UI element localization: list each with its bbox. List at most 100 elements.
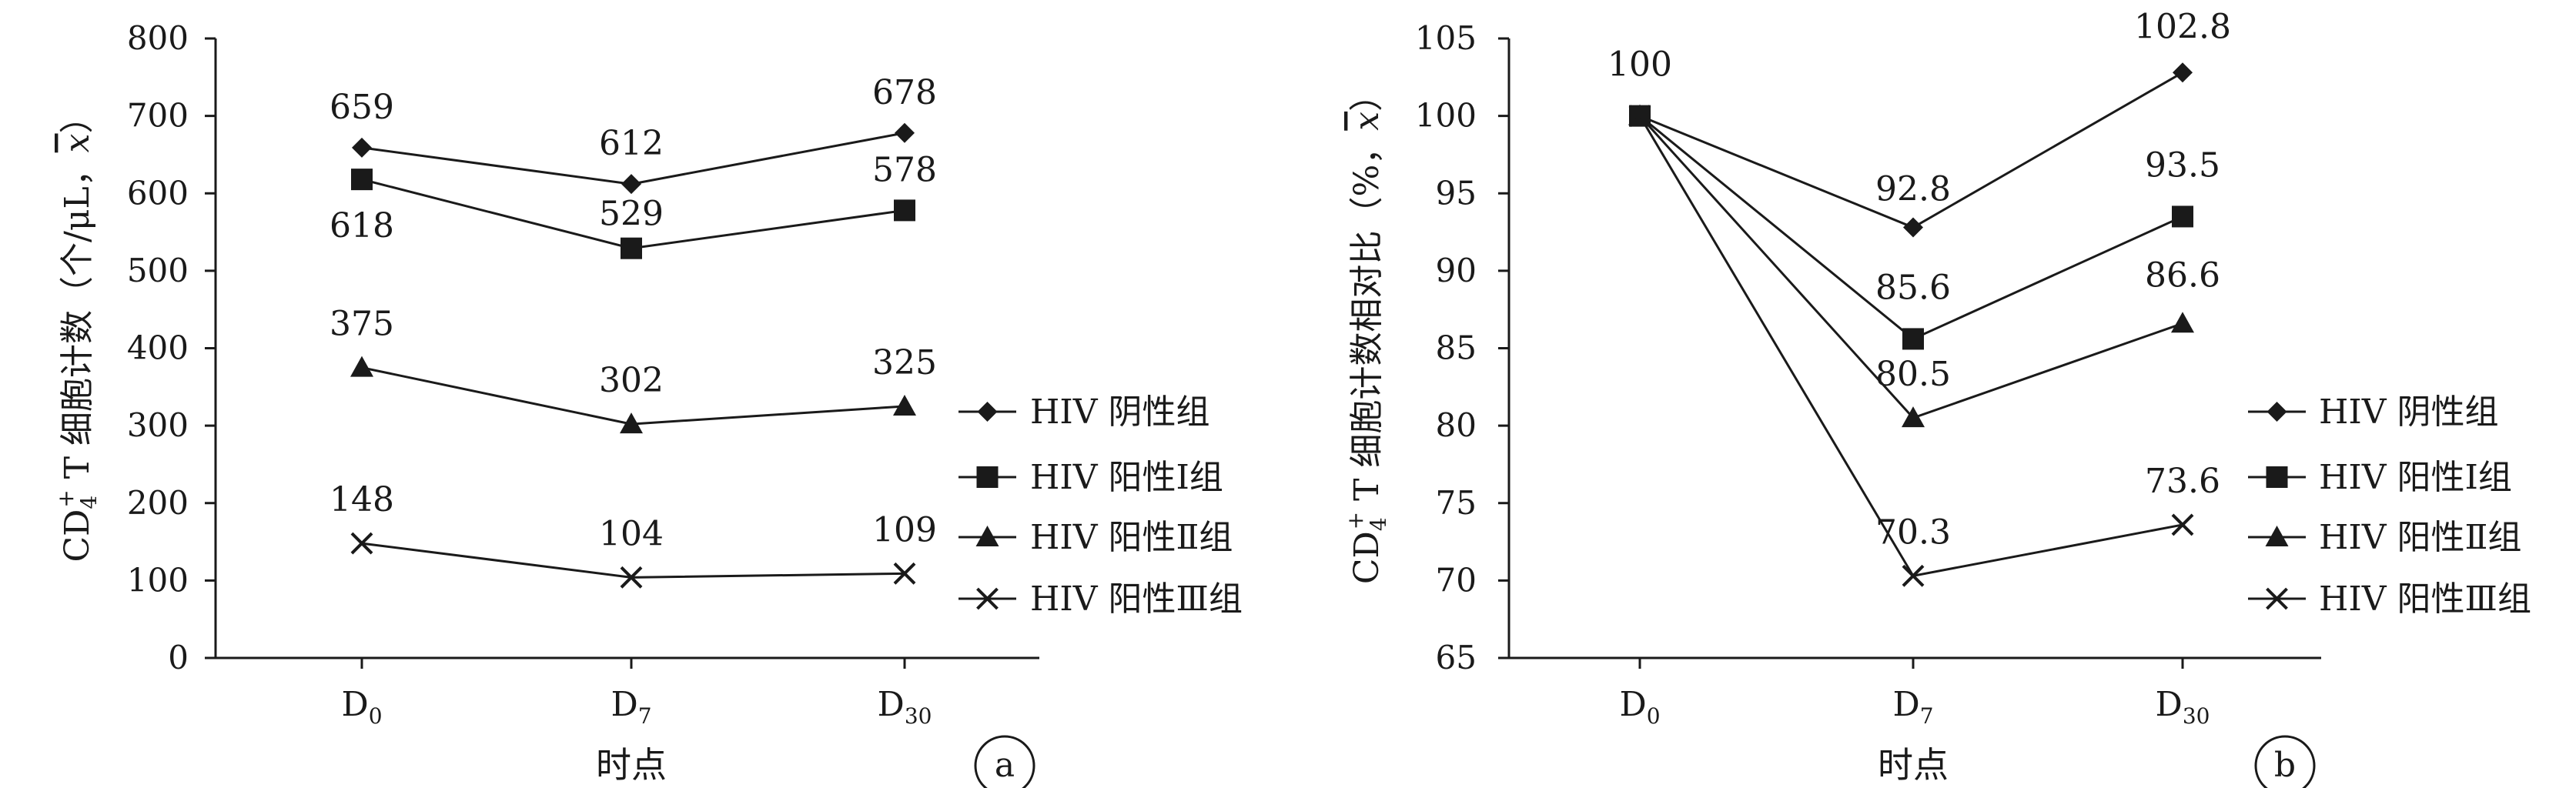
y-axis-title-superscript: + xyxy=(53,489,79,507)
data-point-diamond xyxy=(2173,62,2193,83)
data-point-triangle xyxy=(1902,406,1925,428)
data-point-diamond xyxy=(1903,217,1923,238)
y-tick-label: 600 xyxy=(127,174,189,212)
y-tick-label: 100 xyxy=(127,561,189,599)
legend-label: HIV 阳性Ⅰ组 xyxy=(2319,458,2512,497)
legend-label: HIV 阳性Ⅰ组 xyxy=(1030,458,1223,497)
y-tick-label: 95 xyxy=(1436,174,1477,212)
y-tick-label: 400 xyxy=(127,329,189,367)
data-label: 80.5 xyxy=(1875,355,1951,394)
legend-label: HIV 阳性Ⅲ组 xyxy=(2319,579,2531,619)
x-tick-label: D30 xyxy=(2156,685,2210,729)
data-point-cross xyxy=(1902,564,1925,587)
y-tick-label: 0 xyxy=(168,639,189,676)
legend-marker-triangle xyxy=(2265,526,2289,546)
y-tick-label: 75 xyxy=(1436,484,1477,522)
data-point-square xyxy=(621,237,642,259)
x-axis-title: 时点 xyxy=(596,744,667,786)
data-point-cross xyxy=(2171,513,2194,536)
y-tick-label: 105 xyxy=(1415,19,1477,57)
y-axis-title-mean-symbol: x xyxy=(1347,112,1387,131)
x-tick-label-subscript: 7 xyxy=(638,703,652,729)
data-label: 612 xyxy=(599,124,664,163)
x-tick-label-subscript: 0 xyxy=(369,703,383,729)
panel-label-circle xyxy=(974,735,1035,788)
data-label: 325 xyxy=(872,343,937,382)
data-label: 100 xyxy=(1607,45,1672,85)
y-axis-title-end: ） xyxy=(1347,78,1387,112)
y-axis-title-end: ） xyxy=(58,99,97,133)
x-tick-label-base: D xyxy=(341,685,368,724)
data-point-square xyxy=(351,169,373,191)
x-tick-label: D30 xyxy=(878,685,932,729)
legend-marker-square xyxy=(2266,466,2288,488)
data-label: 93.5 xyxy=(2145,145,2220,185)
data-label: 302 xyxy=(599,361,664,400)
data-label: 70.3 xyxy=(1875,513,1951,552)
legend-label: HIV 阳性Ⅱ组 xyxy=(1030,518,1233,557)
y-tick-label: 85 xyxy=(1436,329,1477,367)
y-tick-label: 800 xyxy=(127,19,189,57)
y-tick-label: 100 xyxy=(1415,97,1477,135)
data-label: 85.6 xyxy=(1875,268,1951,307)
data-point-cross xyxy=(620,566,643,589)
x-tick-label-subscript: 0 xyxy=(1647,703,1661,729)
panel-label-circle xyxy=(2254,735,2316,788)
y-axis-title-text: T 细胞计数（个/μL， xyxy=(58,152,97,489)
y-tick-label: 65 xyxy=(1436,639,1477,676)
legend-label: HIV 阴性组 xyxy=(1030,392,1210,432)
x-tick-label-base: D xyxy=(611,685,637,724)
y-axis-title-subscript: 4 xyxy=(1366,517,1391,531)
legend-label: HIV 阳性Ⅲ组 xyxy=(1030,579,1243,619)
y-axis-title: CD4+ T 细胞计数（个/μL，x） xyxy=(53,99,102,562)
data-label: 86.6 xyxy=(2145,255,2220,295)
panel-label: a xyxy=(995,746,1015,785)
legend-marker-triangle xyxy=(975,526,999,546)
data-label: 92.8 xyxy=(1875,170,1951,209)
x-tick-label-subscript: 30 xyxy=(905,703,932,729)
data-label: 659 xyxy=(330,88,394,127)
data-point-diamond xyxy=(895,122,915,143)
y-axis-title-subscript: 4 xyxy=(76,496,102,509)
x-tick-label: D7 xyxy=(1892,685,1933,729)
x-axis-title: 时点 xyxy=(1878,744,1949,786)
y-axis-title-cd: CD xyxy=(58,509,97,563)
legend-marker-square xyxy=(976,466,999,488)
legend-label: HIV 阴性组 xyxy=(2319,392,2499,432)
data-label: 618 xyxy=(330,206,394,245)
x-tick-label-base: D xyxy=(1619,685,1646,724)
data-point-triangle xyxy=(893,394,916,416)
y-axis-title-cd: CD xyxy=(1347,531,1387,584)
data-point-triangle xyxy=(350,356,373,377)
x-tick-label-base: D xyxy=(1892,685,1919,724)
y-tick-label: 80 xyxy=(1436,406,1477,444)
y-tick-label: 90 xyxy=(1436,252,1477,289)
data-point-cross xyxy=(893,562,916,585)
data-label: 104 xyxy=(599,514,664,553)
y-axis-title-text: T 细胞计数相对比（%， xyxy=(1347,131,1387,512)
data-point-square xyxy=(1902,328,1924,350)
data-point-diamond xyxy=(352,137,372,158)
data-label: 109 xyxy=(872,510,937,549)
legend-marker-cross xyxy=(976,587,999,610)
data-point-cross xyxy=(1628,105,1651,128)
data-point-cross xyxy=(350,532,373,555)
panel-label: b xyxy=(2274,746,2296,785)
x-tick-label-base: D xyxy=(878,685,905,724)
data-label: 678 xyxy=(872,73,937,112)
legend-label: HIV 阳性Ⅱ组 xyxy=(2319,518,2521,557)
x-tick-label: D0 xyxy=(341,685,382,729)
x-tick-label: D0 xyxy=(1619,685,1660,729)
x-tick-label-subscript: 30 xyxy=(2183,703,2210,729)
x-tick-label: D7 xyxy=(611,685,651,729)
data-label: 375 xyxy=(330,305,394,344)
x-tick-label-subscript: 7 xyxy=(1920,703,1934,729)
data-label: 578 xyxy=(872,150,937,189)
y-tick-label: 200 xyxy=(127,484,189,522)
data-point-diamond xyxy=(621,174,641,195)
data-point-triangle xyxy=(620,412,643,434)
x-tick-label-base: D xyxy=(2156,685,2183,724)
data-label: 148 xyxy=(330,480,394,519)
